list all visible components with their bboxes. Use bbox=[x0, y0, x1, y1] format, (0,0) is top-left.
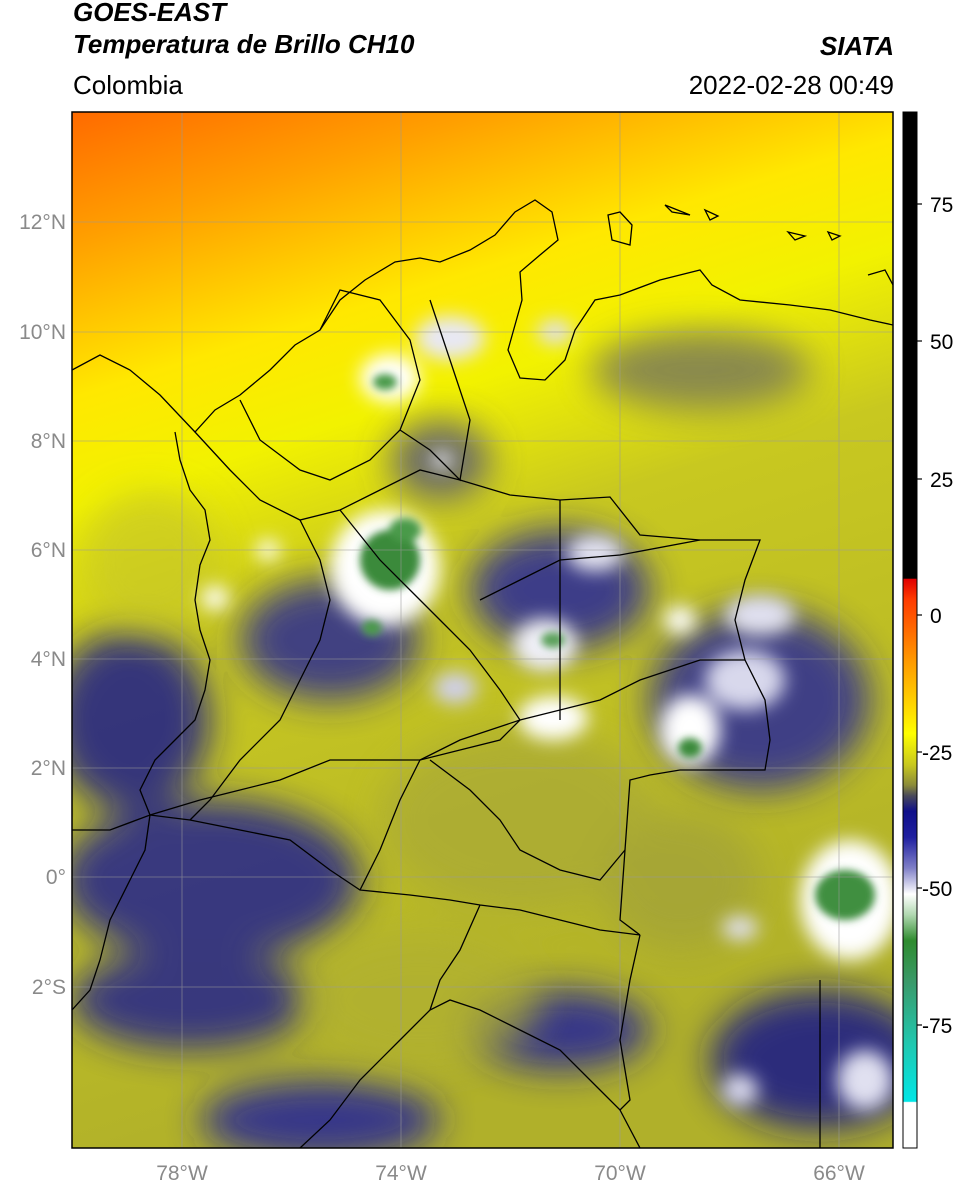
lat-label-0: 0° bbox=[46, 866, 66, 889]
satellite-image bbox=[72, 112, 893, 1148]
lat-label-2S: 2°S bbox=[32, 976, 66, 999]
colorbar-label-50: 50 bbox=[930, 331, 953, 354]
colorbar-label-75: 75 bbox=[930, 194, 953, 217]
title-satellite: GOES-EAST bbox=[73, 0, 227, 27]
trinidad-coast bbox=[867, 269, 893, 286]
border-peru-brazil bbox=[299, 934, 641, 1148]
dept-boundary-south bbox=[149, 759, 420, 816]
lat-labels: 12°N 10°N 8°N 6°N 4°N 2°N 0° 2°S bbox=[19, 211, 66, 999]
dept-boundary-guaviare bbox=[429, 759, 626, 881]
lon-label-78W: 78°W bbox=[156, 1162, 208, 1185]
lon-label-66W: 66°W bbox=[813, 1162, 865, 1185]
dept-boundary-casanare bbox=[479, 539, 701, 601]
colorbar-label-minus50: -50 bbox=[922, 878, 952, 901]
border-south bbox=[619, 1109, 641, 1148]
border-venezuela bbox=[194, 431, 771, 936]
caribbean-coast bbox=[72, 199, 893, 433]
island-3 bbox=[786, 230, 808, 241]
lon-label-74W: 74°W bbox=[375, 1162, 427, 1185]
lat-label-12N: 12°N bbox=[19, 211, 66, 234]
title-product: Temperatura de Brillo CH10 bbox=[73, 29, 415, 59]
island-4 bbox=[826, 230, 842, 241]
colorbar-label-minus75: -75 bbox=[922, 1015, 952, 1038]
island-1 bbox=[664, 204, 691, 216]
dept-boundary-east bbox=[419, 659, 745, 761]
colorbar-label-0: 0 bbox=[930, 605, 942, 628]
agency-label: SIATA bbox=[819, 31, 894, 61]
map-frame bbox=[71, 111, 894, 1149]
colorbar-ramp bbox=[902, 111, 918, 1149]
lat-label-2N: 2°N bbox=[31, 757, 66, 780]
lat-label-6N: 6°N bbox=[31, 539, 66, 562]
dept-boundary-west bbox=[189, 519, 331, 821]
paraguana-peninsula bbox=[607, 211, 633, 246]
lat-label-10N: 10°N bbox=[19, 321, 66, 344]
lon-labels: 78°W 74°W 70°W 66°W bbox=[156, 1162, 865, 1185]
colorbar-label-25: 25 bbox=[930, 469, 953, 492]
datetime-label: 2022-02-28 00:49 bbox=[688, 70, 894, 100]
colorbar-ticks bbox=[917, 203, 922, 1026]
region-label: Colombia bbox=[73, 70, 183, 100]
graticule bbox=[72, 112, 893, 1148]
boundaries bbox=[72, 199, 893, 1148]
lat-label-4N: 4°N bbox=[31, 648, 66, 671]
colorbar: 75 50 25 0 -25 -50 -75 bbox=[902, 111, 953, 1149]
lat-label-8N: 8°N bbox=[31, 430, 66, 453]
colorbar-label-minus25: -25 bbox=[922, 742, 952, 765]
island-2 bbox=[703, 208, 720, 221]
map-title: GOES-EAST Temperatura de Brillo CH10 bbox=[73, 0, 414, 60]
lon-label-70W: 70°W bbox=[594, 1162, 646, 1185]
dept-boundary-nw bbox=[399, 299, 471, 482]
dept-boundary-amazonas bbox=[429, 904, 481, 1011]
pacific-coast bbox=[72, 431, 211, 1011]
